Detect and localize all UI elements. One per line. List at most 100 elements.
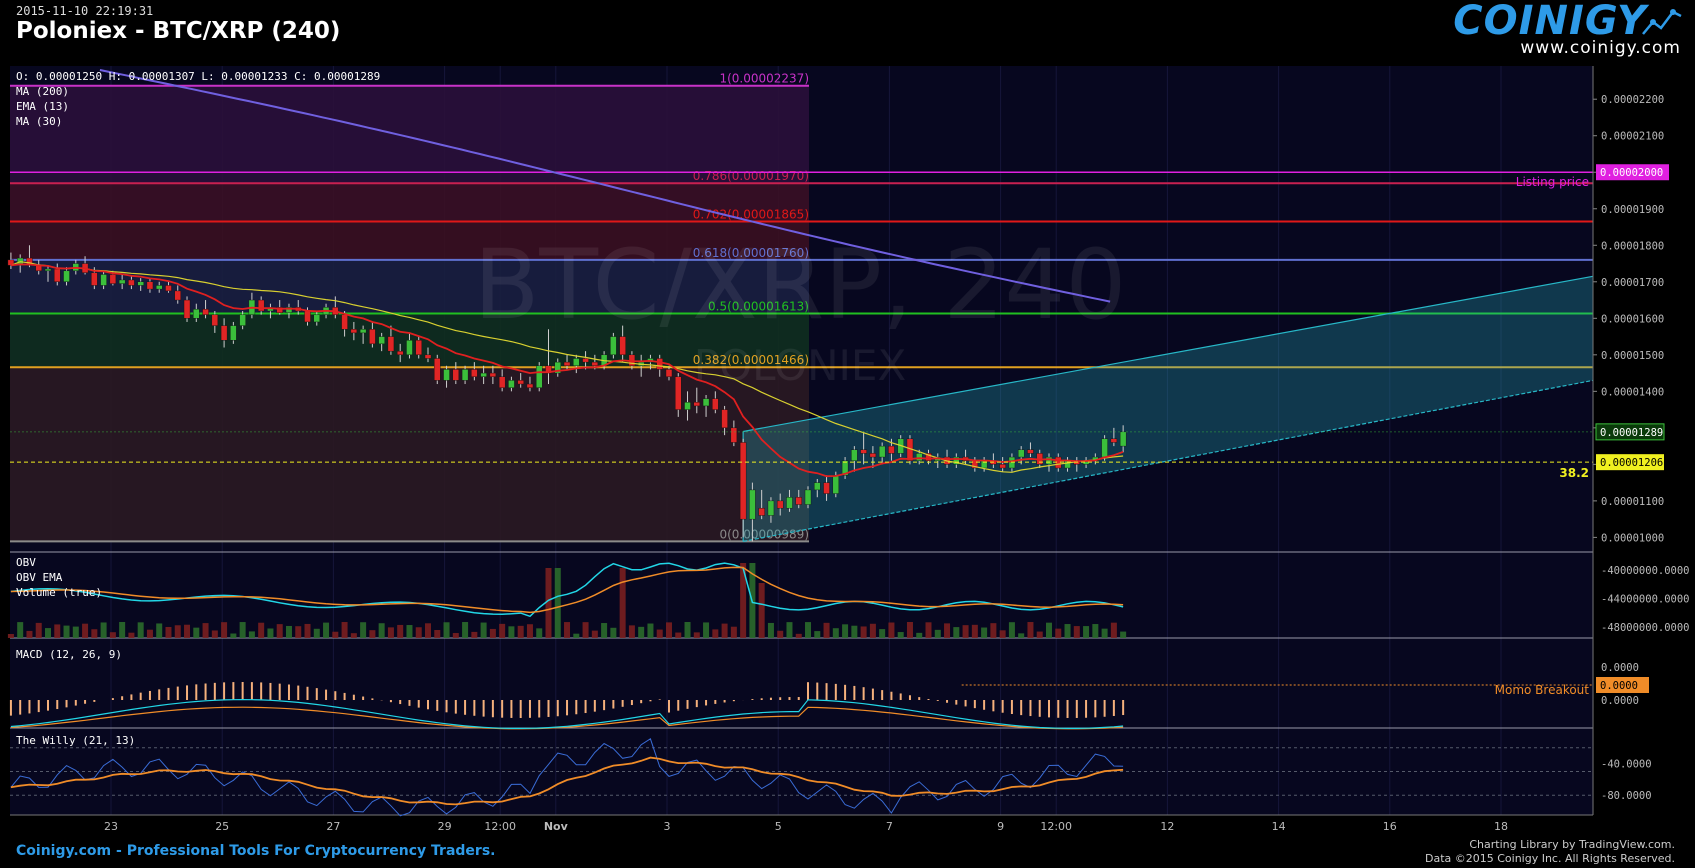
candle-down <box>211 314 219 326</box>
volume-bar <box>962 625 969 638</box>
fib-label: 0.382(0.00001466) <box>693 353 809 367</box>
candle-down <box>1110 438 1118 443</box>
y-tick-label: 0.00001500 <box>1601 350 1664 362</box>
volume-bar <box>221 622 228 638</box>
volume-bar <box>119 622 126 638</box>
volume-bar <box>823 622 830 638</box>
ma200-line <box>99 69 1111 303</box>
volume-bar <box>452 633 459 638</box>
volume-bar <box>480 622 487 638</box>
indicator-legend: MA (200) <box>16 85 69 98</box>
volume-bar <box>35 622 42 638</box>
indicator-legend: MA (30) <box>16 115 62 128</box>
candle-up <box>406 340 413 356</box>
listing-price-value: 0.00002000 <box>1600 167 1663 179</box>
candle-down <box>424 354 432 359</box>
volume-bar <box>1018 633 1025 638</box>
volume-bar <box>230 633 237 638</box>
watermark: BTC/XRP, 240 <box>474 229 1127 341</box>
volume-bar <box>906 622 913 638</box>
volume-bar <box>267 628 274 638</box>
volume-bar <box>137 622 144 638</box>
volume-bar <box>814 631 821 638</box>
macd-legend: MACD (12, 26, 9) <box>16 648 122 661</box>
volume-bar <box>184 624 191 638</box>
candle-down <box>183 299 191 319</box>
volume-bar <box>323 622 330 638</box>
footer-tagline[interactable]: Coinigy.com - Professional Tools For Cry… <box>16 843 496 859</box>
willy-line <box>10 738 1124 817</box>
listing-price-tag <box>1596 164 1669 181</box>
channel-fill <box>743 276 1593 542</box>
candle-down <box>1027 449 1034 454</box>
fib-band <box>10 85 809 184</box>
macd-line <box>10 698 1124 729</box>
logo-chart-icon <box>1642 9 1682 35</box>
volume-bar <box>202 623 209 638</box>
candle-up <box>193 308 200 319</box>
volume-bar <box>777 630 784 638</box>
logo-text: COINIGY <box>1453 0 1647 44</box>
obv-tick-label: -48000000.0000 <box>1601 622 1690 634</box>
volume-bar <box>610 627 617 638</box>
candle-down <box>591 361 599 366</box>
volume-bar <box>332 631 339 638</box>
volume-bar <box>26 630 33 638</box>
fib-band <box>10 183 809 222</box>
volume-bar <box>7 634 14 638</box>
coinigy-logo[interactable]: COINIGY www.coinigy.com <box>1453 0 1689 60</box>
volume-bar <box>313 628 320 638</box>
candle-up <box>1119 431 1127 447</box>
obv-legend: Volume (true) <box>16 586 102 599</box>
footer-credit[interactable]: Charting Library by TradingView.com. <box>1469 838 1675 851</box>
candle-down <box>350 329 358 334</box>
volume-bar <box>239 622 246 638</box>
x-tick-label: 16 <box>1383 820 1397 833</box>
x-tick-label: 27 <box>326 820 340 833</box>
volume-bar <box>675 632 682 638</box>
candle-down <box>276 307 283 314</box>
ema13-line <box>10 263 1124 478</box>
volume-bar <box>740 563 747 638</box>
candle-up <box>313 314 320 323</box>
volume-bar <box>360 622 367 638</box>
macd-value: 0.0000 <box>1600 680 1638 692</box>
candle-up <box>239 314 246 326</box>
candle-up <box>1045 456 1053 465</box>
volume-bar <box>684 622 691 638</box>
x-tick-label: 23 <box>104 820 118 833</box>
volume-bar <box>508 626 515 638</box>
chart-area[interactable]: 23 25 27 29 12:00 Nov 3 5 7 9 12:00 12 14 16 18 1(0.000… <box>0 62 1695 837</box>
candle-down <box>54 268 61 282</box>
willy-tick-label: -80.0000 <box>1601 790 1652 802</box>
volume-bar <box>758 583 765 638</box>
volume-bar <box>425 623 432 638</box>
candle-up <box>610 336 617 356</box>
y-tick-label: 0.00001000 <box>1601 532 1664 544</box>
obv-legend: OBV <box>16 556 36 569</box>
willy-tick-label: -40.0000 <box>1601 759 1652 771</box>
volume-bar <box>397 624 404 638</box>
volume-bar <box>703 622 710 638</box>
volume-bar <box>471 631 478 638</box>
volume-bar <box>44 628 51 638</box>
obv-legend: OBV EMA <box>16 571 63 584</box>
volume-bar <box>526 624 533 638</box>
candle-up <box>378 336 385 345</box>
volume-bar <box>462 622 469 638</box>
candle-down <box>452 369 460 381</box>
candle-down <box>220 325 228 341</box>
volume-bar <box>54 624 61 638</box>
volume-bar <box>730 626 737 638</box>
volume-bar <box>656 629 663 638</box>
volume-bar <box>1120 631 1127 638</box>
candle-down <box>712 398 719 410</box>
candle-up <box>841 460 849 476</box>
volume-bar <box>971 624 978 638</box>
header-bar: 2015-11-10 22:19:31 Poloniex - BTC/XRP (… <box>0 0 1695 62</box>
candle-up <box>230 325 237 341</box>
candle-down <box>257 299 265 312</box>
x-tick-label: 25 <box>215 820 229 833</box>
x-tick-label: 5 <box>775 820 782 833</box>
volume-bar <box>832 628 839 638</box>
